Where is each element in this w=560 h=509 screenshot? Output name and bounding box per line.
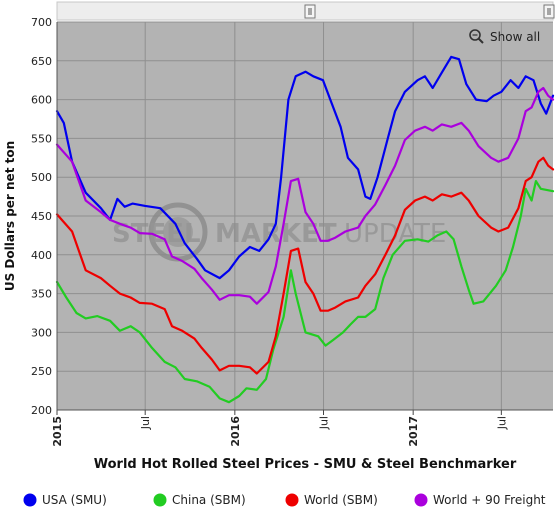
show-all-button[interactable]: Show all xyxy=(469,29,540,44)
chart-title: World Hot Rolled Steel Prices - SMU & St… xyxy=(94,457,517,472)
series-line-0 xyxy=(55,55,555,280)
x-tick-label: Jul xyxy=(495,416,508,430)
x-tick-label: 2016 xyxy=(229,416,242,447)
watermark-logo: STEEL MARKET UPDATE xyxy=(112,202,446,262)
legend-label-0: USA (SMU) xyxy=(42,493,107,507)
series-layer xyxy=(55,55,555,404)
legend-marker-2 xyxy=(285,493,299,507)
zoom-icon xyxy=(469,29,481,41)
x-tick-label: Jul xyxy=(139,416,152,430)
y-tick-label: 250 xyxy=(31,365,52,378)
y-axis-title: US Dollars per net ton xyxy=(3,141,17,291)
y-tick-label: 500 xyxy=(31,171,52,184)
zoom-icon-handle xyxy=(477,37,484,44)
x-axis: 2015 Jul 2016 Jul 2017 Jul xyxy=(51,409,553,447)
legend-label-1: China (SBM) xyxy=(172,493,246,507)
y-tick-label: 400 xyxy=(31,249,52,262)
watermark-part1: STEEL xyxy=(112,219,201,249)
y-tick-label: 450 xyxy=(31,210,52,223)
y-tick-label: 200 xyxy=(31,404,52,417)
y-tick-label: 650 xyxy=(31,55,52,68)
series-line-1 xyxy=(55,180,555,404)
y-tick-label: 550 xyxy=(31,132,52,145)
series-line-2 xyxy=(55,156,555,375)
navigator-left-handle[interactable] xyxy=(304,4,316,19)
navigator-bar[interactable] xyxy=(56,1,555,21)
y-axis: 200 250 300 350 400 450 500 550 600 650 700 xyxy=(31,16,58,417)
y-tick-label: 300 xyxy=(31,326,52,339)
y-tick-label: 600 xyxy=(31,94,52,107)
legend-label-2: World (SBM) xyxy=(304,493,378,507)
legend-label-3: World + 90 Freight xyxy=(433,493,546,507)
series-line-3 xyxy=(55,86,555,305)
y-tick-label: 700 xyxy=(31,16,52,29)
x-tick-label: 2015 xyxy=(51,416,64,447)
x-tick-label: 2017 xyxy=(407,416,420,447)
x-tick-label: Jul xyxy=(318,416,331,430)
legend-marker-3 xyxy=(414,493,428,507)
legend-marker-0 xyxy=(23,493,37,507)
legend: USA (SMU) China (SBM) World (SBM) World + 9… xyxy=(23,493,546,507)
legend-marker-1 xyxy=(153,493,167,507)
navigator-right-handle[interactable] xyxy=(543,4,555,19)
show-all-label[interactable]: Show all xyxy=(490,30,540,44)
y-tick-label: 350 xyxy=(31,288,52,301)
